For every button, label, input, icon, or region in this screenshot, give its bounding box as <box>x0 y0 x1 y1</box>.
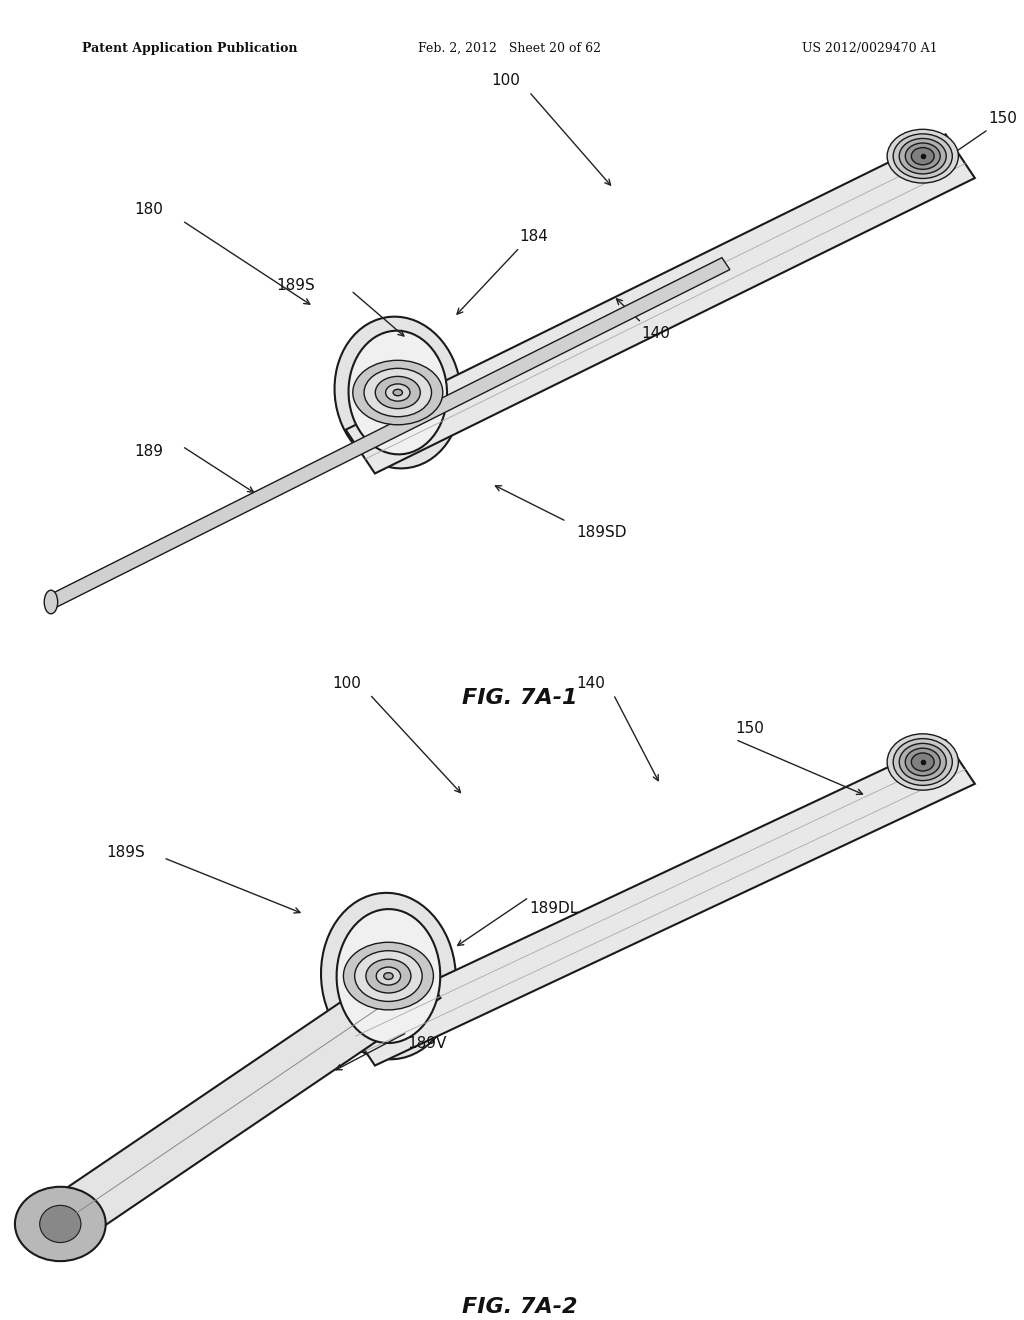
Ellipse shape <box>337 909 440 1043</box>
Ellipse shape <box>44 590 57 614</box>
Text: US 2012/0029470 A1: US 2012/0029470 A1 <box>802 42 937 55</box>
Ellipse shape <box>911 148 934 165</box>
Ellipse shape <box>343 942 433 1010</box>
Ellipse shape <box>386 384 410 401</box>
Text: 189S: 189S <box>275 277 314 293</box>
Ellipse shape <box>366 960 411 993</box>
Ellipse shape <box>899 139 946 174</box>
Ellipse shape <box>354 950 422 1002</box>
Text: 189S: 189S <box>105 845 144 859</box>
Ellipse shape <box>353 360 442 425</box>
Text: 189V: 189V <box>408 1036 446 1051</box>
Text: 150: 150 <box>988 111 1017 127</box>
Text: 189DL: 189DL <box>529 902 579 916</box>
Text: FIG. 7A-1: FIG. 7A-1 <box>462 688 578 708</box>
Ellipse shape <box>348 331 447 454</box>
Text: 150: 150 <box>735 721 764 735</box>
Ellipse shape <box>899 743 946 780</box>
Ellipse shape <box>905 143 940 169</box>
Ellipse shape <box>40 1205 81 1242</box>
Ellipse shape <box>887 734 958 791</box>
Ellipse shape <box>375 376 420 409</box>
Ellipse shape <box>393 389 402 396</box>
Text: 140: 140 <box>641 326 671 341</box>
Polygon shape <box>46 954 440 1246</box>
Text: 189: 189 <box>134 444 164 459</box>
Ellipse shape <box>887 129 958 183</box>
Ellipse shape <box>384 973 393 979</box>
Ellipse shape <box>911 752 934 771</box>
Ellipse shape <box>376 968 400 985</box>
Polygon shape <box>346 741 975 1065</box>
Ellipse shape <box>905 748 940 776</box>
Text: 100: 100 <box>332 676 361 690</box>
Text: FIG. 7A-2: FIG. 7A-2 <box>462 1298 578 1317</box>
Text: 180: 180 <box>134 202 164 218</box>
Ellipse shape <box>893 739 952 785</box>
Text: 184: 184 <box>519 230 549 244</box>
Ellipse shape <box>335 317 461 469</box>
Polygon shape <box>346 135 975 474</box>
Text: Feb. 2, 2012   Sheet 20 of 62: Feb. 2, 2012 Sheet 20 of 62 <box>418 42 601 55</box>
Ellipse shape <box>893 133 952 178</box>
Text: 189SD: 189SD <box>575 524 627 540</box>
Polygon shape <box>47 257 730 609</box>
Text: 140: 140 <box>575 676 605 690</box>
Text: Patent Application Publication: Patent Application Publication <box>82 42 297 55</box>
Text: 100: 100 <box>492 74 520 88</box>
Ellipse shape <box>321 892 456 1060</box>
Ellipse shape <box>15 1187 105 1261</box>
Ellipse shape <box>365 368 431 417</box>
